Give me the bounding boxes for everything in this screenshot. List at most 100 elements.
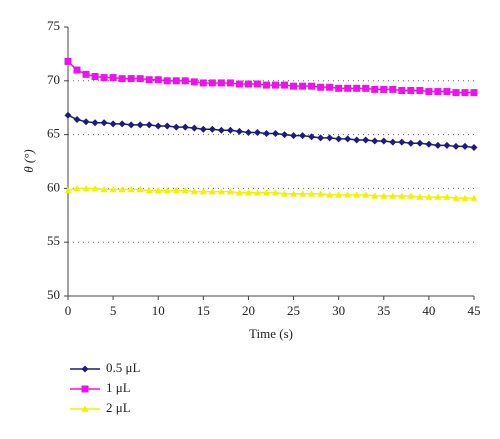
marker xyxy=(91,184,99,192)
marker xyxy=(208,125,216,133)
marker xyxy=(416,193,424,200)
marker xyxy=(470,194,478,201)
marker xyxy=(272,189,280,196)
marker xyxy=(154,76,162,84)
marker xyxy=(398,86,406,94)
marker xyxy=(299,190,307,197)
marker xyxy=(272,81,280,89)
marker xyxy=(100,74,108,82)
marker xyxy=(199,125,207,133)
marker xyxy=(91,119,99,127)
marker xyxy=(262,130,270,138)
marker xyxy=(244,80,252,88)
marker xyxy=(326,191,334,198)
x-tick-label: 5 xyxy=(110,303,117,318)
marker xyxy=(190,78,198,86)
marker xyxy=(290,190,298,197)
marker xyxy=(181,123,189,131)
marker xyxy=(389,85,397,93)
marker xyxy=(145,187,153,194)
x-tick-label: 30 xyxy=(332,303,345,318)
marker xyxy=(235,127,243,135)
marker xyxy=(172,77,180,85)
y-tick-label: 75 xyxy=(47,18,60,33)
x-tick-label: 25 xyxy=(287,303,300,318)
marker xyxy=(235,80,243,88)
marker xyxy=(335,191,343,198)
marker xyxy=(163,122,171,130)
marker xyxy=(217,126,225,134)
marker xyxy=(344,135,352,143)
marker xyxy=(326,83,334,91)
marker xyxy=(272,130,280,138)
marker xyxy=(262,81,270,89)
marker xyxy=(452,194,460,201)
marker xyxy=(443,193,451,200)
marker xyxy=(371,137,379,145)
marker xyxy=(100,185,108,193)
marker xyxy=(253,80,261,88)
marker xyxy=(109,120,117,128)
marker xyxy=(308,190,316,197)
marker xyxy=(425,140,433,148)
marker xyxy=(380,192,388,199)
marker xyxy=(317,190,325,197)
marker xyxy=(443,88,451,96)
marker xyxy=(64,111,72,119)
marker xyxy=(326,134,334,142)
marker xyxy=(145,121,153,129)
marker xyxy=(190,124,198,132)
marker xyxy=(407,192,415,199)
marker xyxy=(136,121,144,129)
marker xyxy=(226,79,234,87)
marker xyxy=(181,77,189,85)
marker xyxy=(308,82,316,90)
marker xyxy=(100,119,108,127)
x-tick-label: 20 xyxy=(242,303,255,318)
marker xyxy=(127,75,135,83)
y-tick-label: 60 xyxy=(47,179,60,194)
marker xyxy=(82,118,90,126)
marker xyxy=(362,191,370,198)
marker xyxy=(217,79,225,87)
marker xyxy=(244,128,252,136)
marker xyxy=(208,188,216,195)
marker xyxy=(461,142,469,150)
marker xyxy=(317,83,325,91)
marker xyxy=(371,192,379,199)
marker xyxy=(127,121,135,129)
marker xyxy=(118,120,126,128)
marker xyxy=(434,141,442,149)
marker xyxy=(64,187,72,194)
marker xyxy=(362,84,370,92)
marker xyxy=(64,57,72,65)
legend-label: 0.5 μL xyxy=(106,360,140,375)
marker xyxy=(73,116,81,124)
legend-label: 2 μL xyxy=(106,400,131,415)
x-tick-label: 10 xyxy=(152,303,165,318)
marker xyxy=(461,89,469,97)
x-tick-label: 45 xyxy=(468,303,481,318)
legend-label: 1 μL xyxy=(106,380,131,395)
marker xyxy=(452,89,460,97)
marker xyxy=(81,405,89,412)
series-line xyxy=(67,187,474,199)
marker xyxy=(136,185,144,193)
marker xyxy=(470,89,478,97)
marker xyxy=(407,139,415,147)
x-tick-label: 0 xyxy=(65,303,72,318)
marker xyxy=(163,187,171,194)
marker xyxy=(73,184,81,192)
marker xyxy=(136,75,144,83)
marker xyxy=(154,187,162,194)
marker xyxy=(353,191,361,198)
x-tick-label: 15 xyxy=(197,303,210,318)
x-axis-label: Time (s) xyxy=(249,326,293,341)
marker xyxy=(371,85,379,93)
y-tick-label: 50 xyxy=(47,287,60,302)
marker xyxy=(109,185,117,193)
marker xyxy=(81,385,89,393)
marker xyxy=(226,188,234,195)
marker xyxy=(127,185,135,193)
series-line xyxy=(67,60,474,94)
